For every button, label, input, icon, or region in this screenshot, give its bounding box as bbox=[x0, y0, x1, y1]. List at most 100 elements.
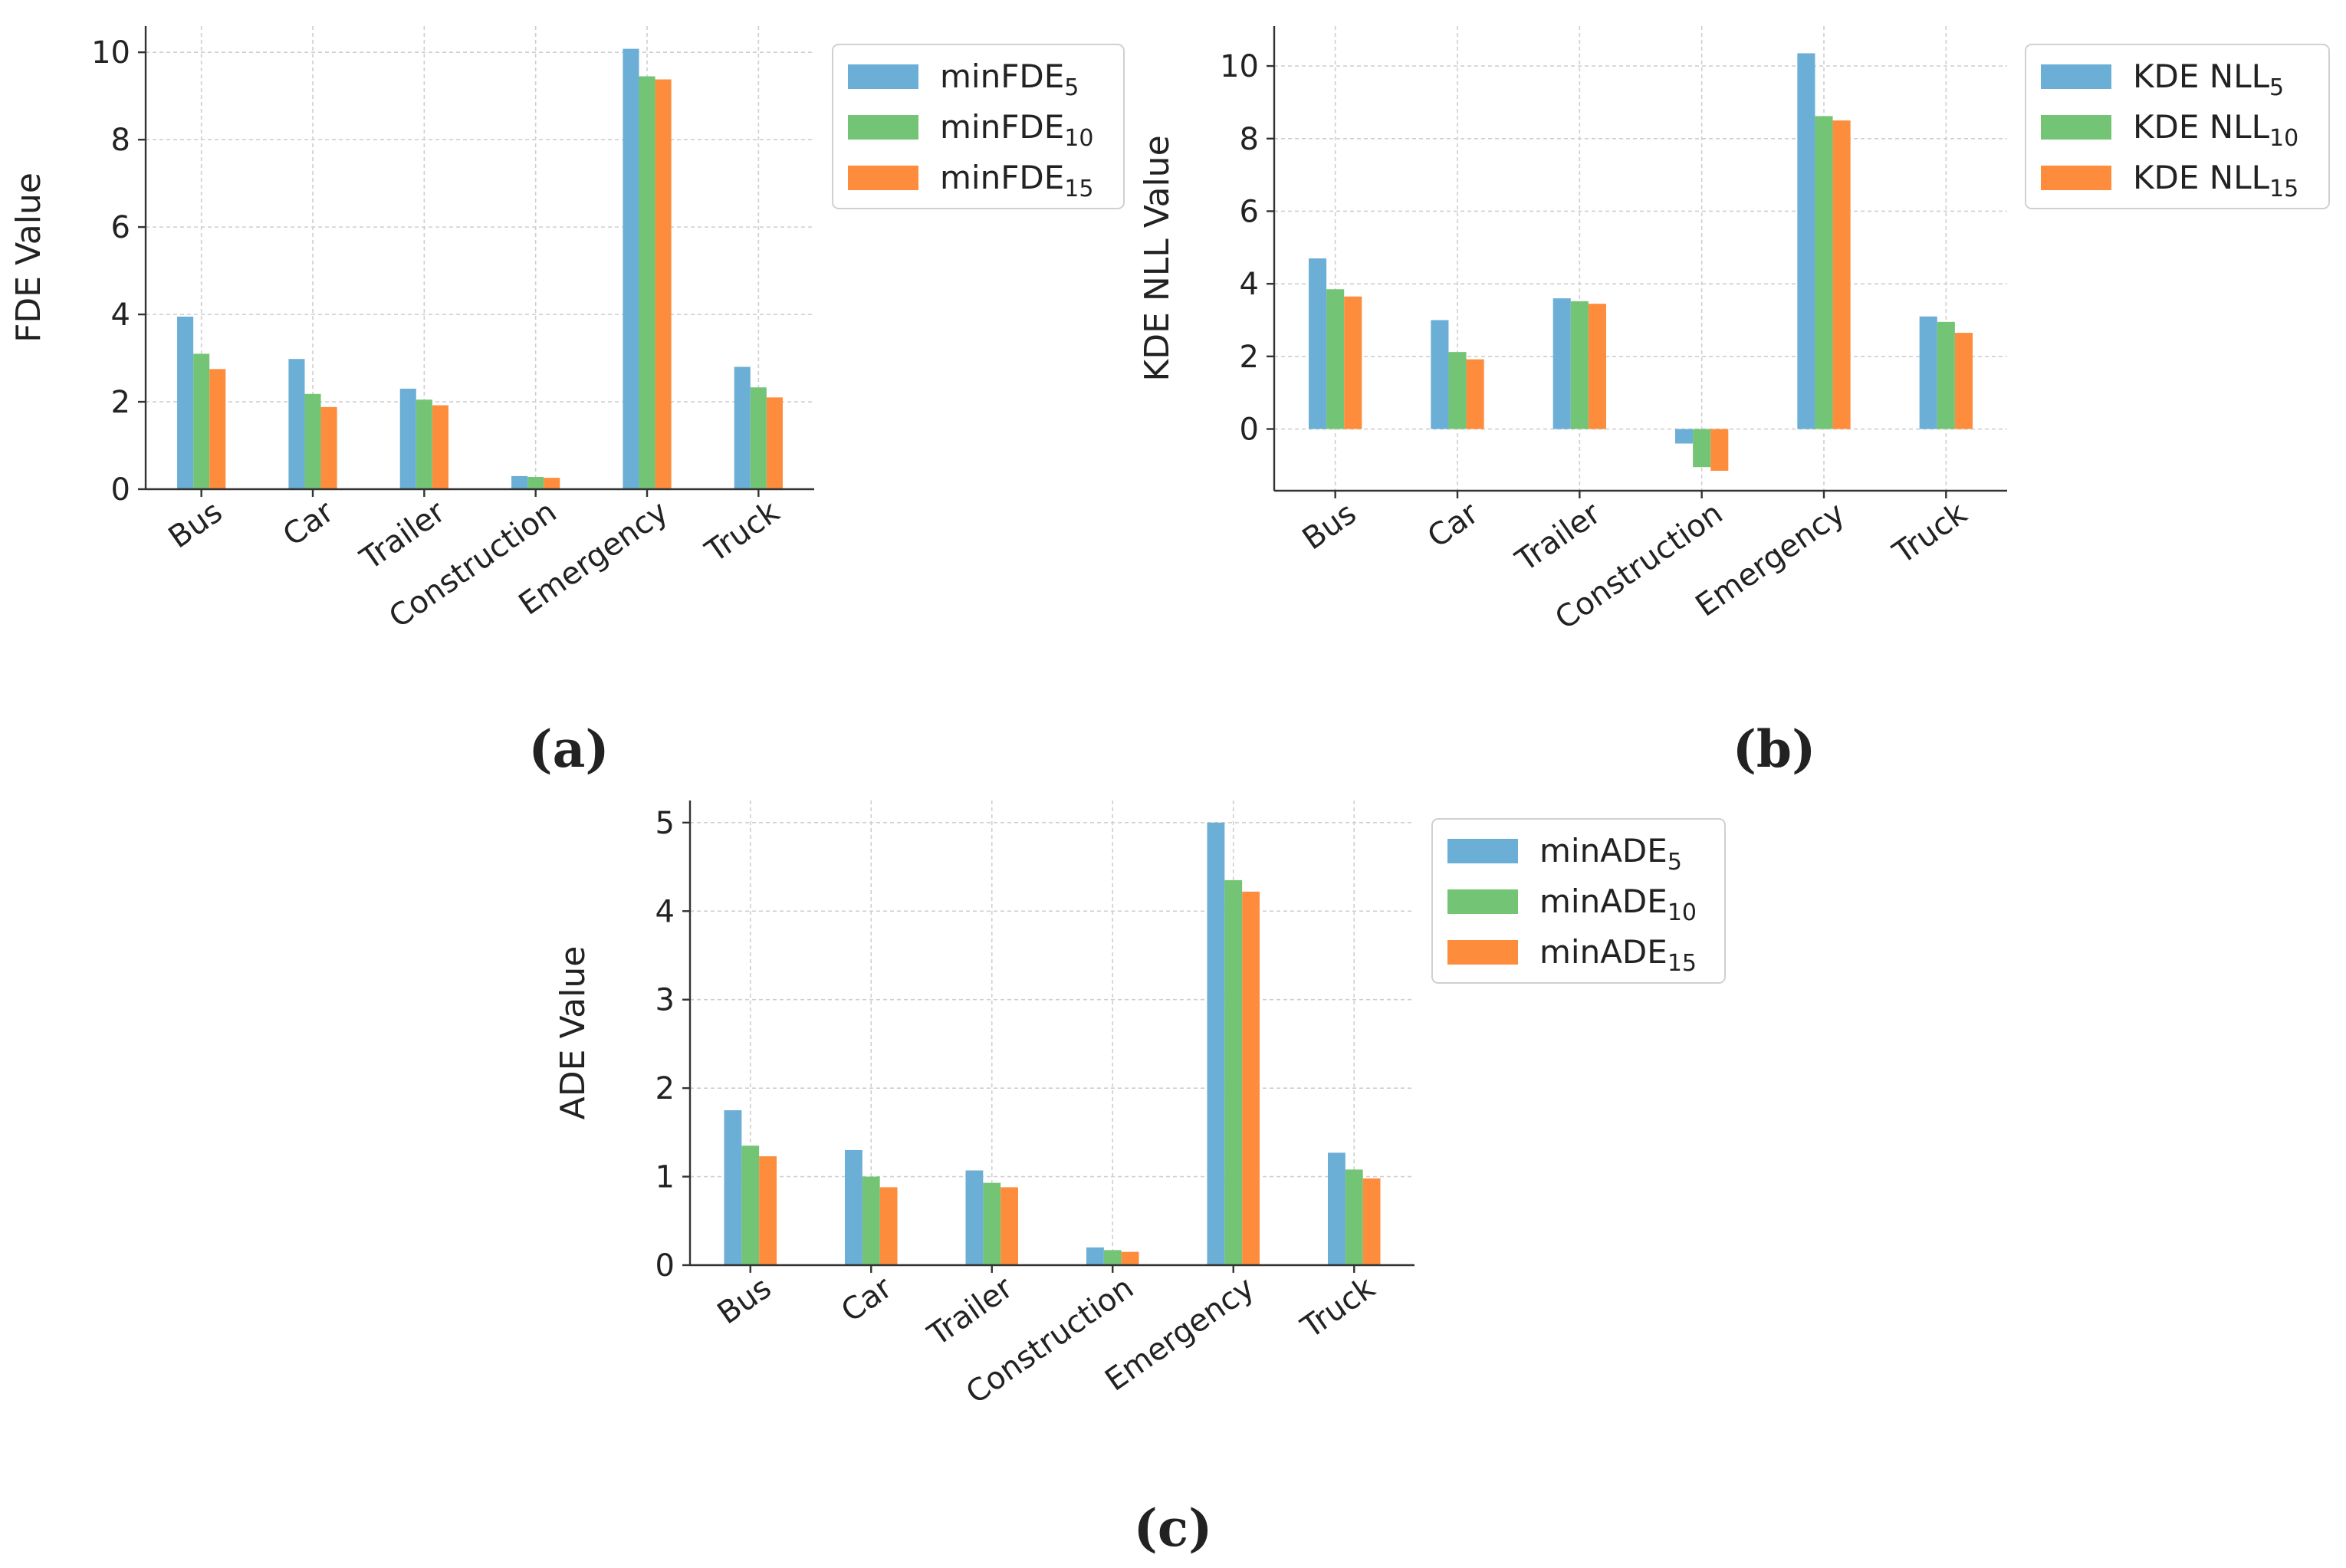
panel-label: (b) bbox=[1733, 719, 1816, 779]
x-tick-label: Truck bbox=[1294, 1270, 1382, 1346]
bar-truck-kde-nll15 bbox=[1954, 333, 1973, 429]
y-tick-label: 2 bbox=[656, 1071, 675, 1106]
x-tick-label: Bus bbox=[163, 495, 229, 556]
y-tick-label: 10 bbox=[91, 35, 130, 71]
x-tick-label: Trailer bbox=[353, 494, 452, 577]
bar-construction-kde-nll5 bbox=[1675, 429, 1694, 444]
bar-bus-minade5 bbox=[724, 1110, 742, 1265]
bar-bus-minfde15 bbox=[209, 369, 226, 489]
y-tick-label: 6 bbox=[111, 210, 130, 245]
x-tick-label: Bus bbox=[1296, 496, 1363, 557]
bar-car-minfde10 bbox=[304, 393, 321, 489]
bar-trailer-minade5 bbox=[965, 1170, 984, 1265]
y-axis-title: FDE Value bbox=[9, 173, 48, 343]
bar-construction-kde-nll15 bbox=[1710, 429, 1729, 471]
legend-swatch bbox=[848, 64, 918, 89]
bar-trailer-minfde15 bbox=[432, 405, 449, 489]
bar-emergency-minfde10 bbox=[639, 76, 656, 489]
bar-trailer-minade15 bbox=[1001, 1187, 1019, 1265]
x-tick-label: Trailer bbox=[922, 1270, 1020, 1353]
bar-emergency-kde-nll5 bbox=[1797, 53, 1815, 429]
bar-trailer-minfde10 bbox=[416, 399, 432, 489]
bar-construction-minfde15 bbox=[544, 478, 560, 489]
bar-car-kde-nll10 bbox=[1448, 352, 1467, 429]
bar-trailer-kde-nll10 bbox=[1570, 301, 1589, 429]
bar-emergency-minfde15 bbox=[655, 79, 672, 490]
y-tick-label: 5 bbox=[656, 806, 675, 841]
bar-construction-kde-nll10 bbox=[1693, 429, 1711, 468]
x-tick-label: Trailer bbox=[1509, 495, 1607, 579]
bar-bus-kde-nll15 bbox=[1344, 296, 1362, 429]
y-tick-label: 8 bbox=[111, 123, 130, 158]
bar-bus-kde-nll5 bbox=[1309, 258, 1327, 429]
y-tick-label: 8 bbox=[1240, 122, 1259, 157]
y-tick-label: 4 bbox=[111, 297, 130, 333]
x-tick-label: Truck bbox=[1886, 495, 1973, 571]
legend-swatch bbox=[2041, 64, 2111, 89]
bar-bus-minade15 bbox=[759, 1156, 777, 1265]
y-tick-label: 2 bbox=[111, 385, 130, 420]
bar-truck-minade10 bbox=[1345, 1169, 1363, 1265]
legend-swatch bbox=[2041, 115, 2111, 140]
y-axis-title: ADE Value bbox=[554, 946, 593, 1120]
bar-car-minade15 bbox=[879, 1187, 898, 1265]
bar-construction-minfde10 bbox=[527, 477, 544, 489]
bar-car-minade10 bbox=[862, 1176, 880, 1265]
y-tick-label: 0 bbox=[111, 472, 130, 508]
bar-car-kde-nll15 bbox=[1466, 359, 1484, 429]
y-tick-label: 4 bbox=[656, 894, 675, 929]
bar-trailer-kde-nll15 bbox=[1588, 304, 1606, 429]
bar-emergency-kde-nll15 bbox=[1832, 120, 1851, 429]
bar-car-minfde5 bbox=[288, 359, 305, 489]
bar-construction-minade15 bbox=[1121, 1251, 1139, 1265]
y-tick-label: 4 bbox=[1240, 267, 1259, 302]
bar-truck-kde-nll10 bbox=[1937, 321, 1955, 429]
bar-truck-minfde10 bbox=[750, 387, 767, 489]
y-tick-label: 2 bbox=[1240, 340, 1259, 375]
bar-bus-minade10 bbox=[741, 1146, 760, 1265]
y-tick-label: 6 bbox=[1240, 194, 1259, 229]
bar-truck-minfde15 bbox=[766, 397, 783, 489]
bar-trailer-minfde5 bbox=[399, 388, 416, 489]
bar-truck-minfde5 bbox=[734, 367, 751, 489]
legend-label: minFDE5 bbox=[940, 58, 1079, 101]
bar-construction-minfde5 bbox=[511, 475, 528, 489]
bar-car-kde-nll5 bbox=[1431, 320, 1449, 429]
x-tick-label: Car bbox=[277, 494, 340, 554]
x-tick-label: Truck bbox=[698, 494, 786, 570]
y-tick-label: 1 bbox=[656, 1160, 675, 1195]
x-tick-label: Car bbox=[1421, 495, 1485, 555]
bar-emergency-minfde5 bbox=[623, 48, 639, 489]
bar-construction-minade5 bbox=[1086, 1247, 1104, 1265]
bar-bus-kde-nll10 bbox=[1326, 289, 1345, 429]
y-tick-label: 0 bbox=[1240, 413, 1259, 448]
bar-truck-kde-nll5 bbox=[1919, 316, 1937, 429]
legend-label: KDE NLL5 bbox=[2133, 58, 2284, 101]
bar-emergency-minade5 bbox=[1207, 822, 1225, 1265]
panel-label: (c) bbox=[1134, 1498, 1213, 1558]
y-axis-title: KDE NLL Value bbox=[1138, 135, 1177, 381]
legend-swatch bbox=[848, 166, 918, 190]
bar-construction-minade10 bbox=[1103, 1250, 1122, 1265]
legend-swatch bbox=[2041, 166, 2111, 190]
panel-label: (a) bbox=[528, 719, 609, 779]
bar-trailer-minade10 bbox=[983, 1182, 1001, 1265]
bar-bus-minfde5 bbox=[177, 316, 194, 489]
x-tick-label: Car bbox=[835, 1270, 899, 1330]
legend-swatch bbox=[848, 115, 918, 140]
bar-truck-minade15 bbox=[1362, 1178, 1381, 1265]
bar-emergency-minade15 bbox=[1242, 891, 1260, 1265]
legend-label: minADE5 bbox=[1539, 832, 1682, 876]
y-tick-label: 3 bbox=[656, 983, 675, 1018]
legend-swatch bbox=[1447, 839, 1518, 863]
x-tick-label: Bus bbox=[711, 1271, 778, 1332]
legend-swatch bbox=[1447, 940, 1518, 965]
bar-car-minade5 bbox=[844, 1149, 863, 1265]
